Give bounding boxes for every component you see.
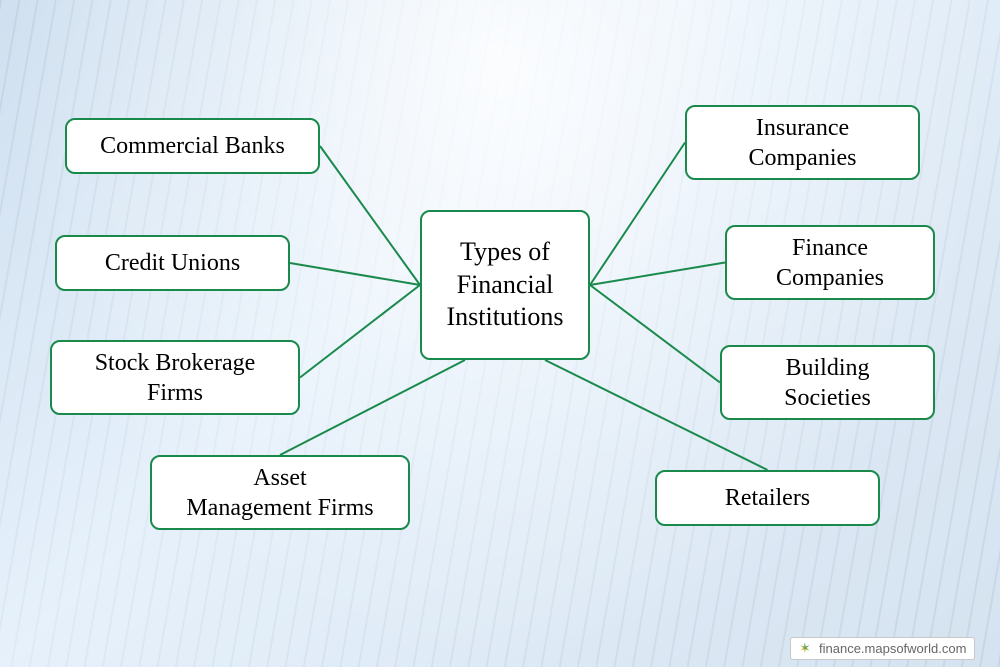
node-label: Credit Unions — [105, 248, 240, 278]
leaf-node-asset-mgmt: Asset Management Firms — [150, 455, 410, 530]
leaf-node-retailers: Retailers — [655, 470, 880, 526]
leaf-node-insurance: Insurance Companies — [685, 105, 920, 180]
leaf-node-finance-co: Finance Companies — [725, 225, 935, 300]
node-label: Commercial Banks — [100, 131, 285, 161]
leaf-node-stock-brokerage: Stock Brokerage Firms — [50, 340, 300, 415]
center-node: Types of Financial Institutions — [420, 210, 590, 360]
node-label: Types of Financial Institutions — [446, 236, 563, 334]
connector-line — [590, 285, 720, 383]
connector-line — [280, 360, 465, 455]
leaf-node-commercial-banks: Commercial Banks — [65, 118, 320, 174]
mindmap-diagram: Types of Financial Institutions Commercia… — [0, 0, 1000, 667]
connector-line — [300, 285, 420, 378]
connector-line — [320, 146, 420, 285]
node-label: Insurance Companies — [749, 113, 857, 173]
node-label: Retailers — [725, 483, 810, 513]
connector-line — [590, 263, 725, 286]
node-label: Building Societies — [784, 353, 871, 413]
attribution-badge: finance.mapsofworld.com — [790, 637, 975, 660]
node-label: Stock Brokerage Firms — [95, 348, 256, 408]
globe-star-icon — [799, 642, 813, 656]
leaf-node-building-soc: Building Societies — [720, 345, 935, 420]
leaf-node-credit-unions: Credit Unions — [55, 235, 290, 291]
node-label: Finance Companies — [776, 233, 884, 293]
attribution-text: finance.mapsofworld.com — [819, 641, 966, 656]
node-label: Asset Management Firms — [186, 463, 373, 523]
connector-line — [290, 263, 420, 285]
connector-line — [590, 143, 685, 286]
